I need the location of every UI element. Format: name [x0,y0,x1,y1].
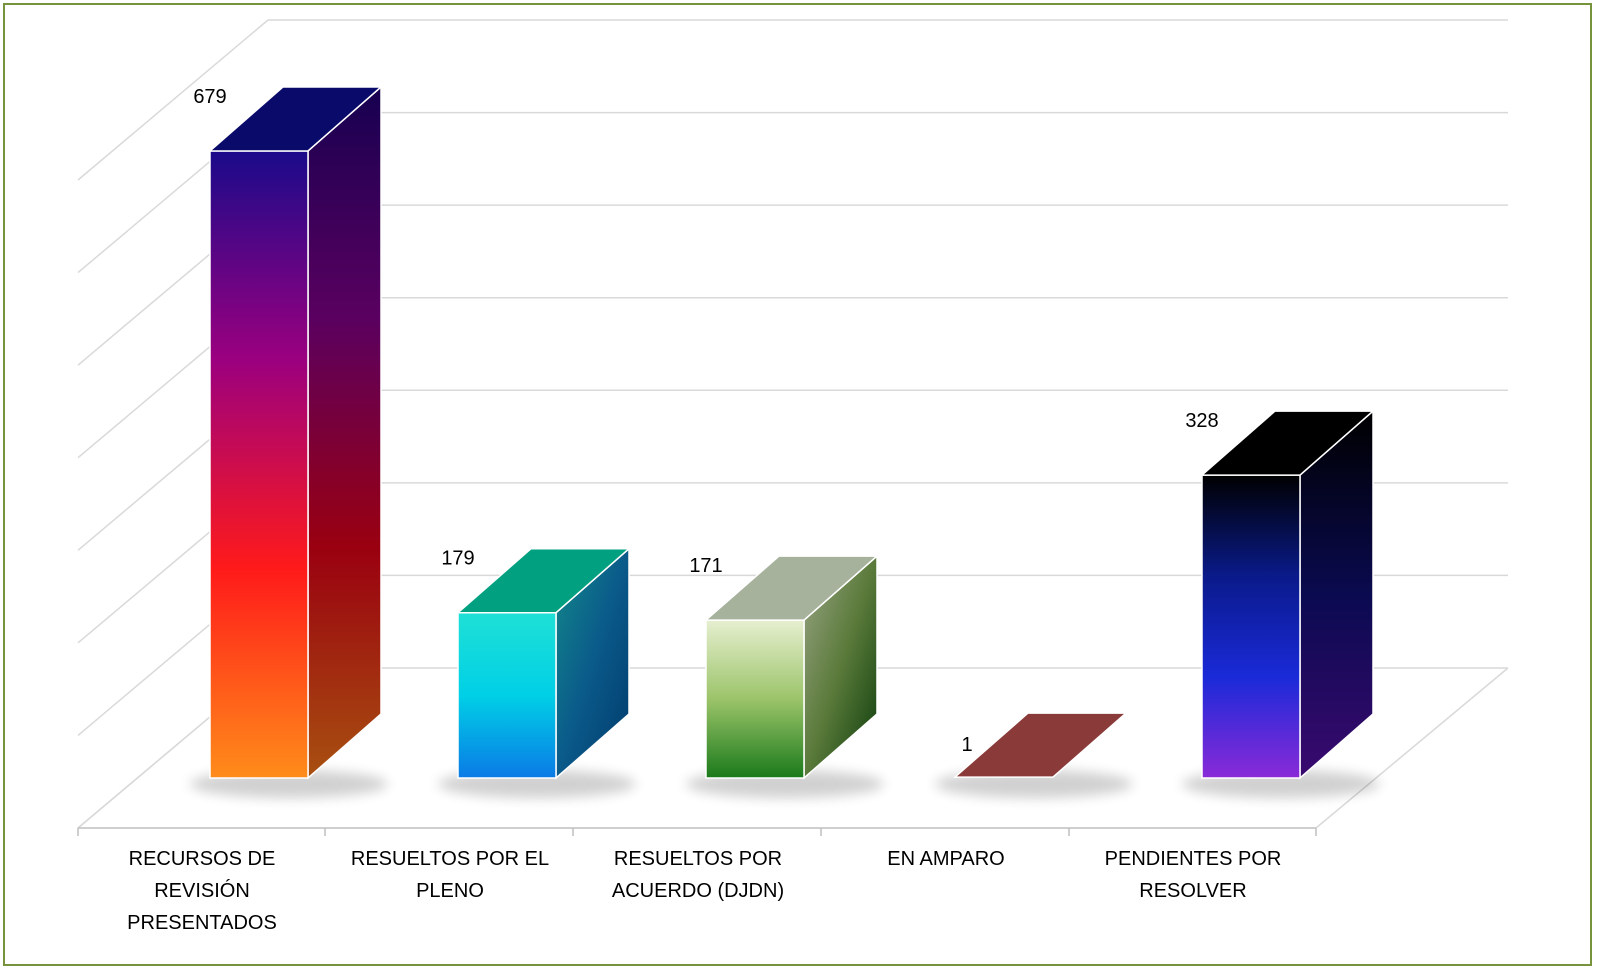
category-label: RECURSOS DE REVISIÓN PRESENTADOS [127,848,277,934]
category-label: PENDIENTES POR RESOLVER [1104,848,1282,902]
side-gridline [77,19,269,181]
bar-top [1200,410,1375,476]
category-label: RESUELTOS POR EL PLENO [350,848,550,902]
chart-frame [3,3,1592,966]
bar-top [953,712,1128,778]
bar-front [1201,474,1301,779]
data-label: 171 [689,555,722,577]
category-label: EN AMPARO [887,848,1005,870]
bar-side [307,85,382,780]
bar-top [456,547,631,614]
bar-front [457,611,557,779]
data-label: 179 [441,548,474,570]
data-label: 679 [193,86,226,108]
data-label: 1 [961,734,972,756]
data-labels: 679 179 171 1 328 [193,86,1218,756]
floor-right-edge [1315,667,1509,829]
bar [935,712,1133,798]
bar-front [209,150,309,779]
data-label: 328 [1185,410,1218,432]
bar [190,85,388,798]
bar [438,547,636,798]
bar [686,554,884,798]
category-label: RESUELTOS POR ACUERDO (DJDN) [611,848,785,902]
bar [1182,409,1380,798]
bar-front [705,619,805,779]
bars [190,85,1380,798]
bar-top [208,86,383,152]
bar-top [704,555,879,621]
